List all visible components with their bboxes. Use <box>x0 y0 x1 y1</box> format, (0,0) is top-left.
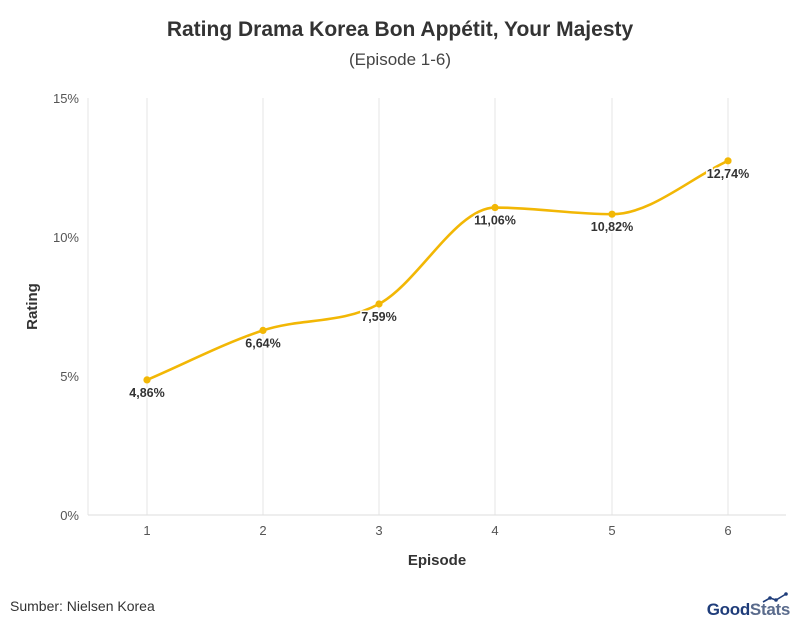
data-point-ep1 <box>143 376 151 384</box>
data-label-ep2: 6,64% <box>245 336 280 350</box>
logo-text-good: Good <box>706 600 750 619</box>
data-label-ep1: 4,86% <box>129 386 164 400</box>
data-point-ep3 <box>375 300 383 308</box>
data-point-ep4 <box>491 203 499 212</box>
grid <box>87 98 729 515</box>
y-tick-label: 15% <box>53 91 79 106</box>
x-tick-label: 3 <box>375 523 382 538</box>
data-label-ep3: 7,59% <box>361 310 396 324</box>
goodstats-logo: Good Stats <box>707 592 790 620</box>
y-tick-label: 0% <box>60 508 79 523</box>
source-note: Sumber: Nielsen Korea <box>10 598 155 614</box>
logo-text-stats: Stats <box>749 600 790 619</box>
x-tick-label: 6 <box>724 523 731 538</box>
chart-title: Rating Drama Korea Bon Appétit, Your Maj… <box>166 18 634 41</box>
data-point-ep6 <box>724 157 732 165</box>
data-labels: 4,86% 6,64% 7,59% 11,06% 10,82% 12,74% <box>128 165 751 401</box>
axes: 0% 5% 10% 15% 1 2 3 4 5 6 Episode Rating <box>24 91 786 569</box>
series-line-layer <box>145 159 730 382</box>
data-label-ep5: 10,82% <box>591 220 633 234</box>
y-tick-label: 10% <box>53 230 79 245</box>
chart-subtitle: (Episode 1-6) <box>348 50 452 69</box>
x-tick-label: 1 <box>143 523 150 538</box>
data-point-ep5 <box>608 210 616 218</box>
x-tick-label: 4 <box>491 523 498 538</box>
x-tick-label: 2 <box>259 523 266 538</box>
series-line-rating <box>145 159 730 382</box>
y-axis-title: Rating <box>24 283 41 330</box>
data-label-ep4: 11,06% <box>474 214 516 228</box>
y-tick-label: 5% <box>60 369 79 384</box>
data-point-ep2 <box>259 326 267 335</box>
logo-trend-icon <box>762 592 788 603</box>
data-points <box>143 157 732 384</box>
x-axis-title: Episode <box>408 552 466 569</box>
data-label-ep6: 12,74% <box>707 167 749 181</box>
x-tick-label: 5 <box>608 523 615 538</box>
